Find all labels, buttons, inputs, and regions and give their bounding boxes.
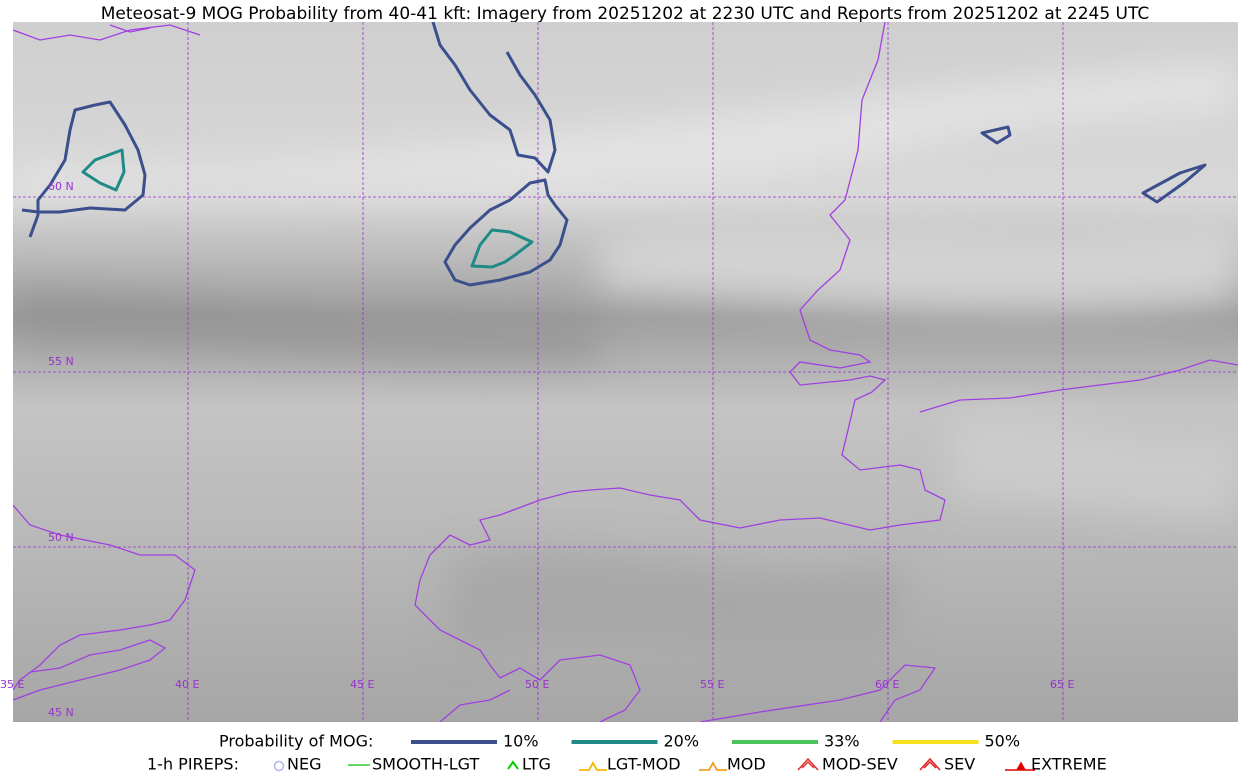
lon-label: 45 E xyxy=(350,678,374,691)
lat-label: 50 N xyxy=(48,531,74,544)
lon-label: 60 E xyxy=(875,678,899,691)
pirep-label: SEV xyxy=(944,755,975,774)
map xyxy=(13,22,1238,722)
legend-title: 1-h PIREPS: xyxy=(147,755,239,774)
pirep-label: LTG xyxy=(522,755,551,774)
lon-label: 40 E xyxy=(175,678,199,691)
pirep-label: MOD xyxy=(727,755,766,774)
lat-label: 60 N xyxy=(48,180,74,193)
coastlines xyxy=(13,22,1238,722)
pirep-label: NEG xyxy=(287,755,321,774)
grid-labels: 60 N 55 N 50 N 45 N 35 E 40 E 45 E 50 E 55 E 60 E… xyxy=(0,180,1074,719)
pirep-symbol xyxy=(273,760,285,772)
probability-contours xyxy=(21,22,1207,287)
lat-label: 45 N xyxy=(48,706,74,719)
pirep-label: MOD-SEV xyxy=(822,755,898,774)
pirep-label: EXTREME xyxy=(1031,755,1107,774)
pirep-symbol xyxy=(579,761,607,771)
lat-label: 55 N xyxy=(48,355,74,368)
pirep-symbol xyxy=(919,757,941,771)
graticule xyxy=(13,22,1238,722)
cloud-texture xyxy=(13,60,1238,650)
legend-title: Probability of MOG: xyxy=(219,732,373,751)
title: Meteosat-9 MOG Probability from 40-41 kf… xyxy=(101,4,1150,24)
legend-label: 10% xyxy=(503,732,539,751)
pirep-symbol xyxy=(699,761,727,771)
pirep-label: SMOOTH-LGT xyxy=(372,755,479,774)
legend-label: 33% xyxy=(824,732,860,751)
lon-label: 65 E xyxy=(1050,678,1074,691)
legend-label: 20% xyxy=(664,732,700,751)
lon-label: 35 E xyxy=(0,678,24,691)
pirep-label: LGT-MOD xyxy=(607,755,681,774)
pirep-symbol xyxy=(507,760,519,770)
legend: Probability of MOG: 10% 20% 33% 50% 1-h PIREP… xyxy=(147,732,1107,774)
lon-label: 55 E xyxy=(700,678,724,691)
legend-label: 50% xyxy=(985,732,1021,751)
pirep-symbol xyxy=(797,757,819,771)
pirep-symbol xyxy=(1005,761,1035,771)
lon-label: 50 E xyxy=(525,678,549,691)
